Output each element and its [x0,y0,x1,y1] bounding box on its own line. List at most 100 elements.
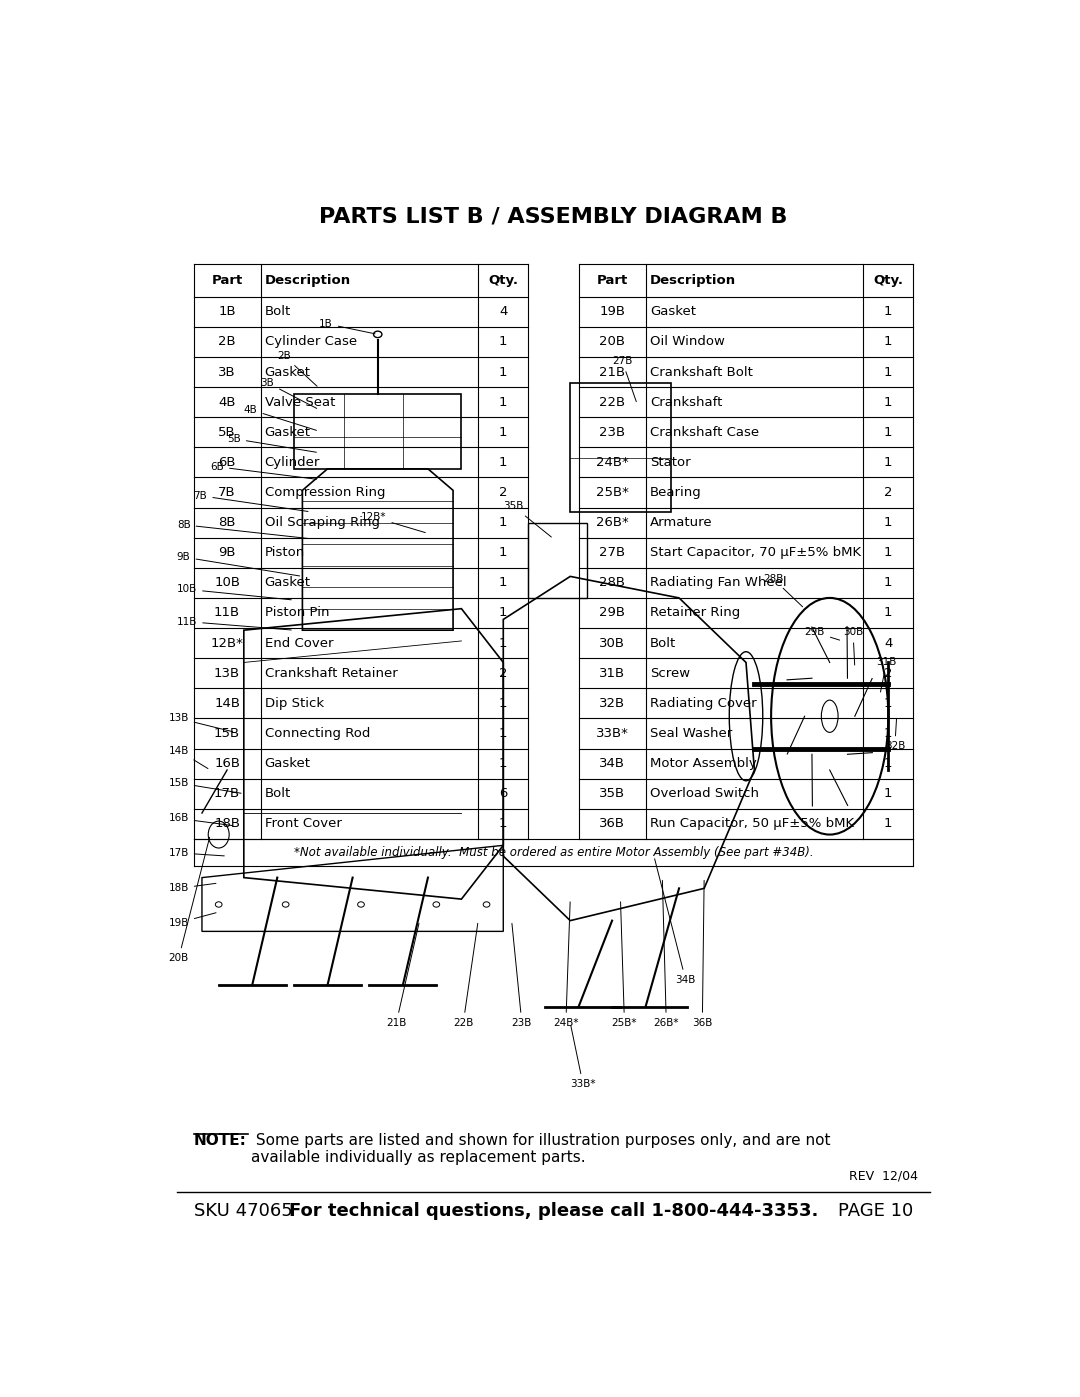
Text: 35B: 35B [599,787,625,800]
Text: Run Capacitor, 50 μF±5% bMK: Run Capacitor, 50 μF±5% bMK [650,817,854,830]
Text: 26B*: 26B* [653,880,679,1028]
Text: 1: 1 [499,455,508,469]
Bar [579,567,914,598]
Text: 1: 1 [499,817,508,830]
Text: 1: 1 [885,306,892,319]
Bar [579,809,914,838]
Text: 8B: 8B [218,515,235,529]
Bar [579,749,914,778]
Text: 1: 1 [499,726,508,740]
Text: 34B: 34B [599,757,625,770]
Text: 1: 1 [499,426,508,439]
Bar [193,749,528,778]
Text: Oil Scraping Ring: Oil Scraping Ring [265,515,380,529]
Bar [579,689,914,718]
Text: End Cover: End Cover [265,637,334,650]
Text: 13B: 13B [168,714,233,732]
Text: 15B: 15B [168,778,241,793]
Text: 1: 1 [885,455,892,469]
Text: 2B: 2B [278,351,318,387]
Bar [579,387,914,418]
Text: 1: 1 [885,697,892,710]
Text: 1: 1 [499,335,508,348]
Bar [193,358,528,387]
Text: 9B: 9B [177,552,299,576]
Text: 1: 1 [499,757,508,770]
Text: 29B: 29B [599,606,625,619]
Bar [193,447,528,478]
Text: 1: 1 [885,395,892,409]
Text: 1: 1 [885,757,892,770]
Text: 36B: 36B [599,817,625,830]
Text: 6: 6 [499,787,508,800]
Text: 25B*: 25B* [611,902,637,1028]
Bar [193,778,528,809]
Text: 5B: 5B [218,426,235,439]
Text: Stator: Stator [650,455,690,469]
Text: 1B: 1B [320,319,375,334]
Text: 34B: 34B [654,859,696,985]
Bar [193,598,528,629]
Bar [193,538,528,567]
Text: 1: 1 [499,577,508,590]
Text: 35B: 35B [503,502,551,536]
Text: 2: 2 [499,486,508,499]
Text: *Not available individually.  Must be ordered as entire Motor Assembly (See part: *Not available individually. Must be ord… [294,845,813,859]
Text: Armature: Armature [650,515,713,529]
Text: 27B: 27B [612,356,636,402]
Text: 25B*: 25B* [596,486,629,499]
Text: 19B: 19B [599,306,625,319]
Text: 31B: 31B [876,658,896,692]
Text: Part: Part [212,274,243,288]
Text: 20B: 20B [599,335,625,348]
Text: 5B: 5B [227,433,316,453]
Text: 14B: 14B [168,746,208,768]
Text: 3B: 3B [218,366,235,379]
Text: REV  12/04: REV 12/04 [849,1169,918,1182]
Text: 1: 1 [499,697,508,710]
Text: Crankshaft Case: Crankshaft Case [650,426,759,439]
Text: 1: 1 [885,726,892,740]
Text: 1: 1 [499,366,508,379]
Text: 23B: 23B [512,923,532,1028]
Text: Crankshaft: Crankshaft [650,395,723,409]
Text: Retainer Ring: Retainer Ring [650,606,740,619]
Text: 33B*: 33B* [596,726,629,740]
Text: Gasket: Gasket [265,366,311,379]
Bar [579,264,914,296]
Text: 12B*: 12B* [211,637,243,650]
Text: PAGE 10: PAGE 10 [838,1201,914,1220]
Text: 21B: 21B [599,366,625,379]
Bar [193,718,528,749]
Bar [160,872,947,1119]
Text: 13B: 13B [214,666,240,680]
Text: 1: 1 [499,637,508,650]
Bar [193,507,528,538]
Text: 7B: 7B [218,486,235,499]
Text: Start Capacitor, 70 μF±5% bMK: Start Capacitor, 70 μF±5% bMK [650,546,861,559]
Bar [579,478,914,507]
Text: Description: Description [265,274,351,288]
Text: 7B: 7B [193,490,308,511]
Text: 3B: 3B [260,377,316,408]
Text: Description: Description [650,274,735,288]
Text: Bolt: Bolt [265,306,291,319]
Text: 12B*: 12B* [361,513,426,532]
Bar [193,658,528,689]
Text: 23B: 23B [599,426,625,439]
Text: 2B: 2B [218,335,235,348]
Bar [193,809,528,838]
Text: 11B: 11B [177,616,292,630]
Bar [193,327,528,358]
Text: 1: 1 [499,606,508,619]
Text: For technical questions, please call 1-800-444-3353.: For technical questions, please call 1-8… [288,1201,819,1220]
Text: 36B: 36B [692,880,713,1028]
Bar [579,418,914,447]
Text: 1: 1 [885,817,892,830]
Text: Connecting Rod: Connecting Rod [265,726,370,740]
Bar [193,567,528,598]
Text: PARTS LIST B / ASSEMBLY DIAGRAM B: PARTS LIST B / ASSEMBLY DIAGRAM B [320,205,787,226]
Text: Qty.: Qty. [488,274,518,288]
Text: Bolt: Bolt [265,787,291,800]
Text: 33B*: 33B* [570,1025,596,1090]
